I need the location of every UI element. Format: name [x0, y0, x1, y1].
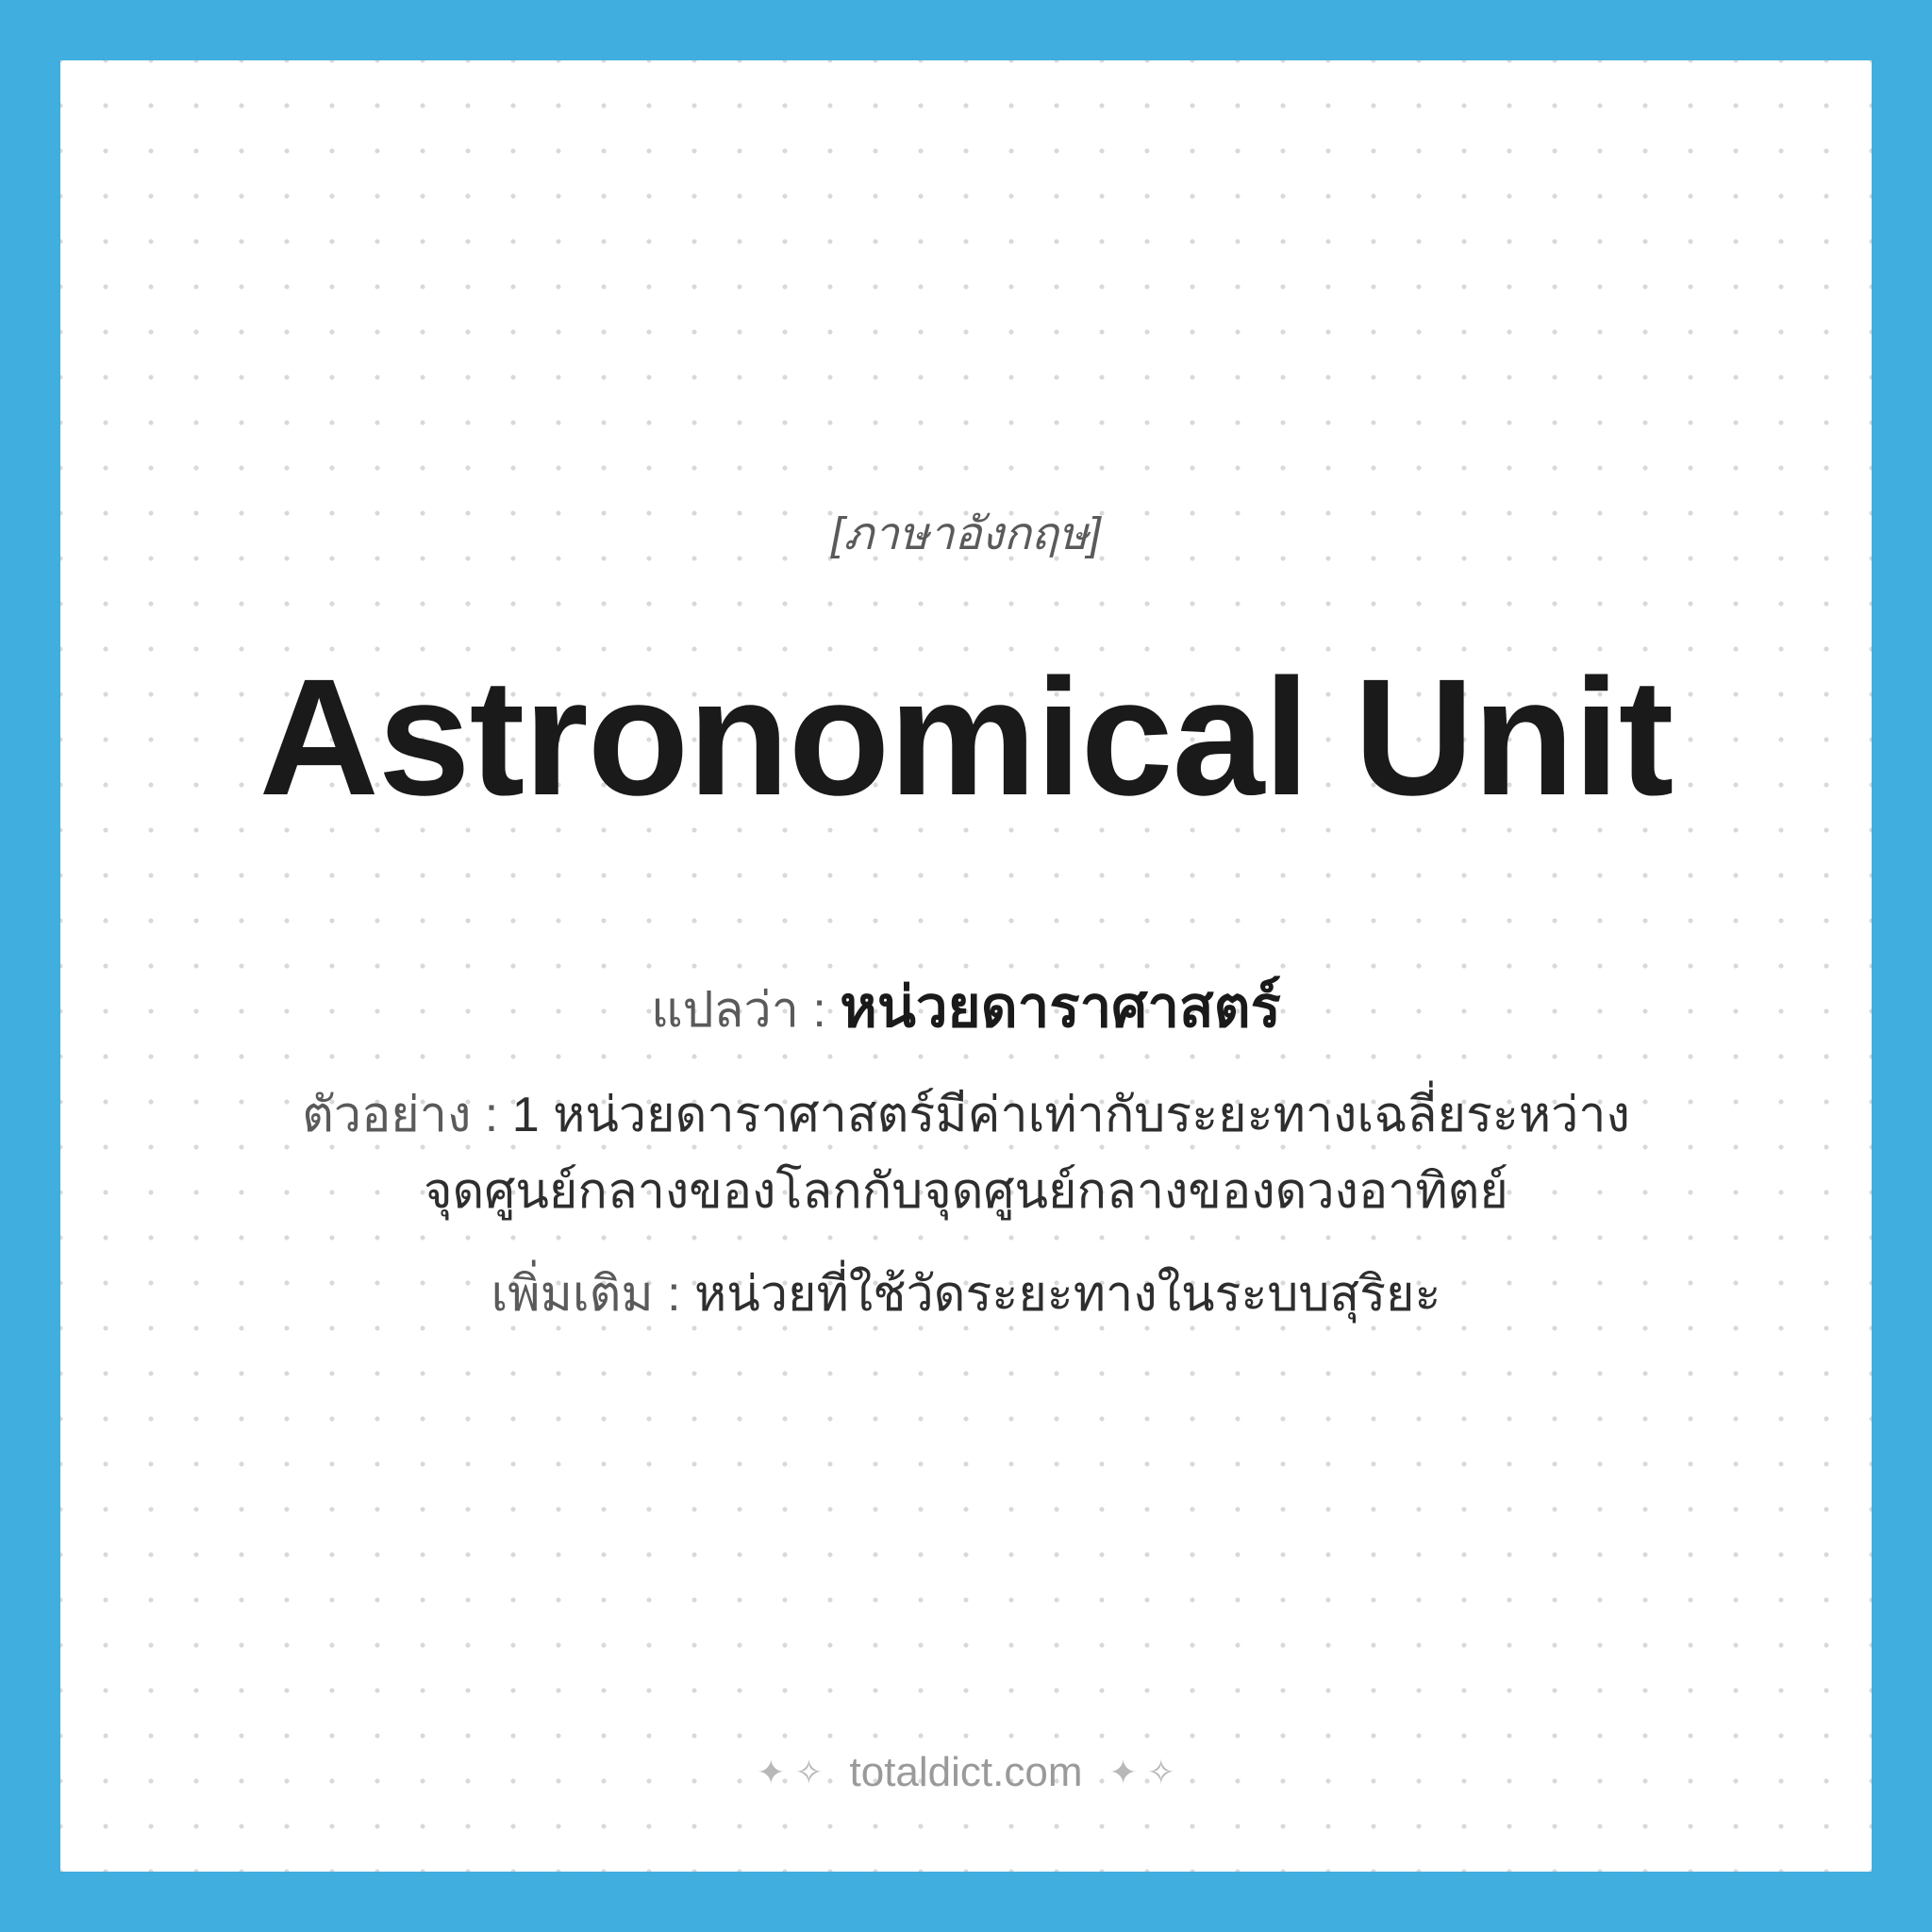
translation-row: แปลว่า : หน่วยดาราศาสตร์ [651, 963, 1281, 1051]
example-value: 1 หน่วยดาราศาสตร์มีค่าเท่ากับระยะทางเฉลี… [424, 1088, 1630, 1219]
sparkle-left-icon: ✦ ✧ [757, 1753, 823, 1792]
frame-border: [ภาษาอังกฤษ] Astronomical Unit แปลว่า : … [0, 0, 1932, 1932]
dictionary-card: [ภาษาอังกฤษ] Astronomical Unit แปลว่า : … [60, 60, 1872, 1872]
additional-label: เพิ่มเติม : [491, 1267, 695, 1322]
additional-row: เพิ่มเติม : หน่วยที่ใช้วัดระยะทางในระบบส… [491, 1257, 1441, 1333]
translation-label: แปลว่า : [651, 983, 840, 1038]
additional-value: หน่วยที่ใช้วัดระยะทางในระบบสุริยะ [694, 1267, 1441, 1322]
language-label: [ภาษาอังกฤษ] [831, 498, 1101, 570]
card-content: [ภาษาอังกฤษ] Astronomical Unit แปลว่า : … [60, 60, 1872, 1872]
example-row: ตัวอย่าง : 1 หน่วยดาราศาสตร์มีค่าเท่ากับ… [174, 1077, 1758, 1229]
footer-site: totaldict.com [850, 1749, 1083, 1796]
main-term: Astronomical Unit [259, 626, 1674, 851]
example-label: ตัวอย่าง : [302, 1088, 512, 1142]
sparkle-right-icon: ✦ ✧ [1108, 1753, 1174, 1792]
footer: ✦ ✧ totaldict.com ✦ ✧ [60, 1749, 1872, 1796]
translation-value: หน่วยดาราศาสตร์ [840, 975, 1281, 1039]
